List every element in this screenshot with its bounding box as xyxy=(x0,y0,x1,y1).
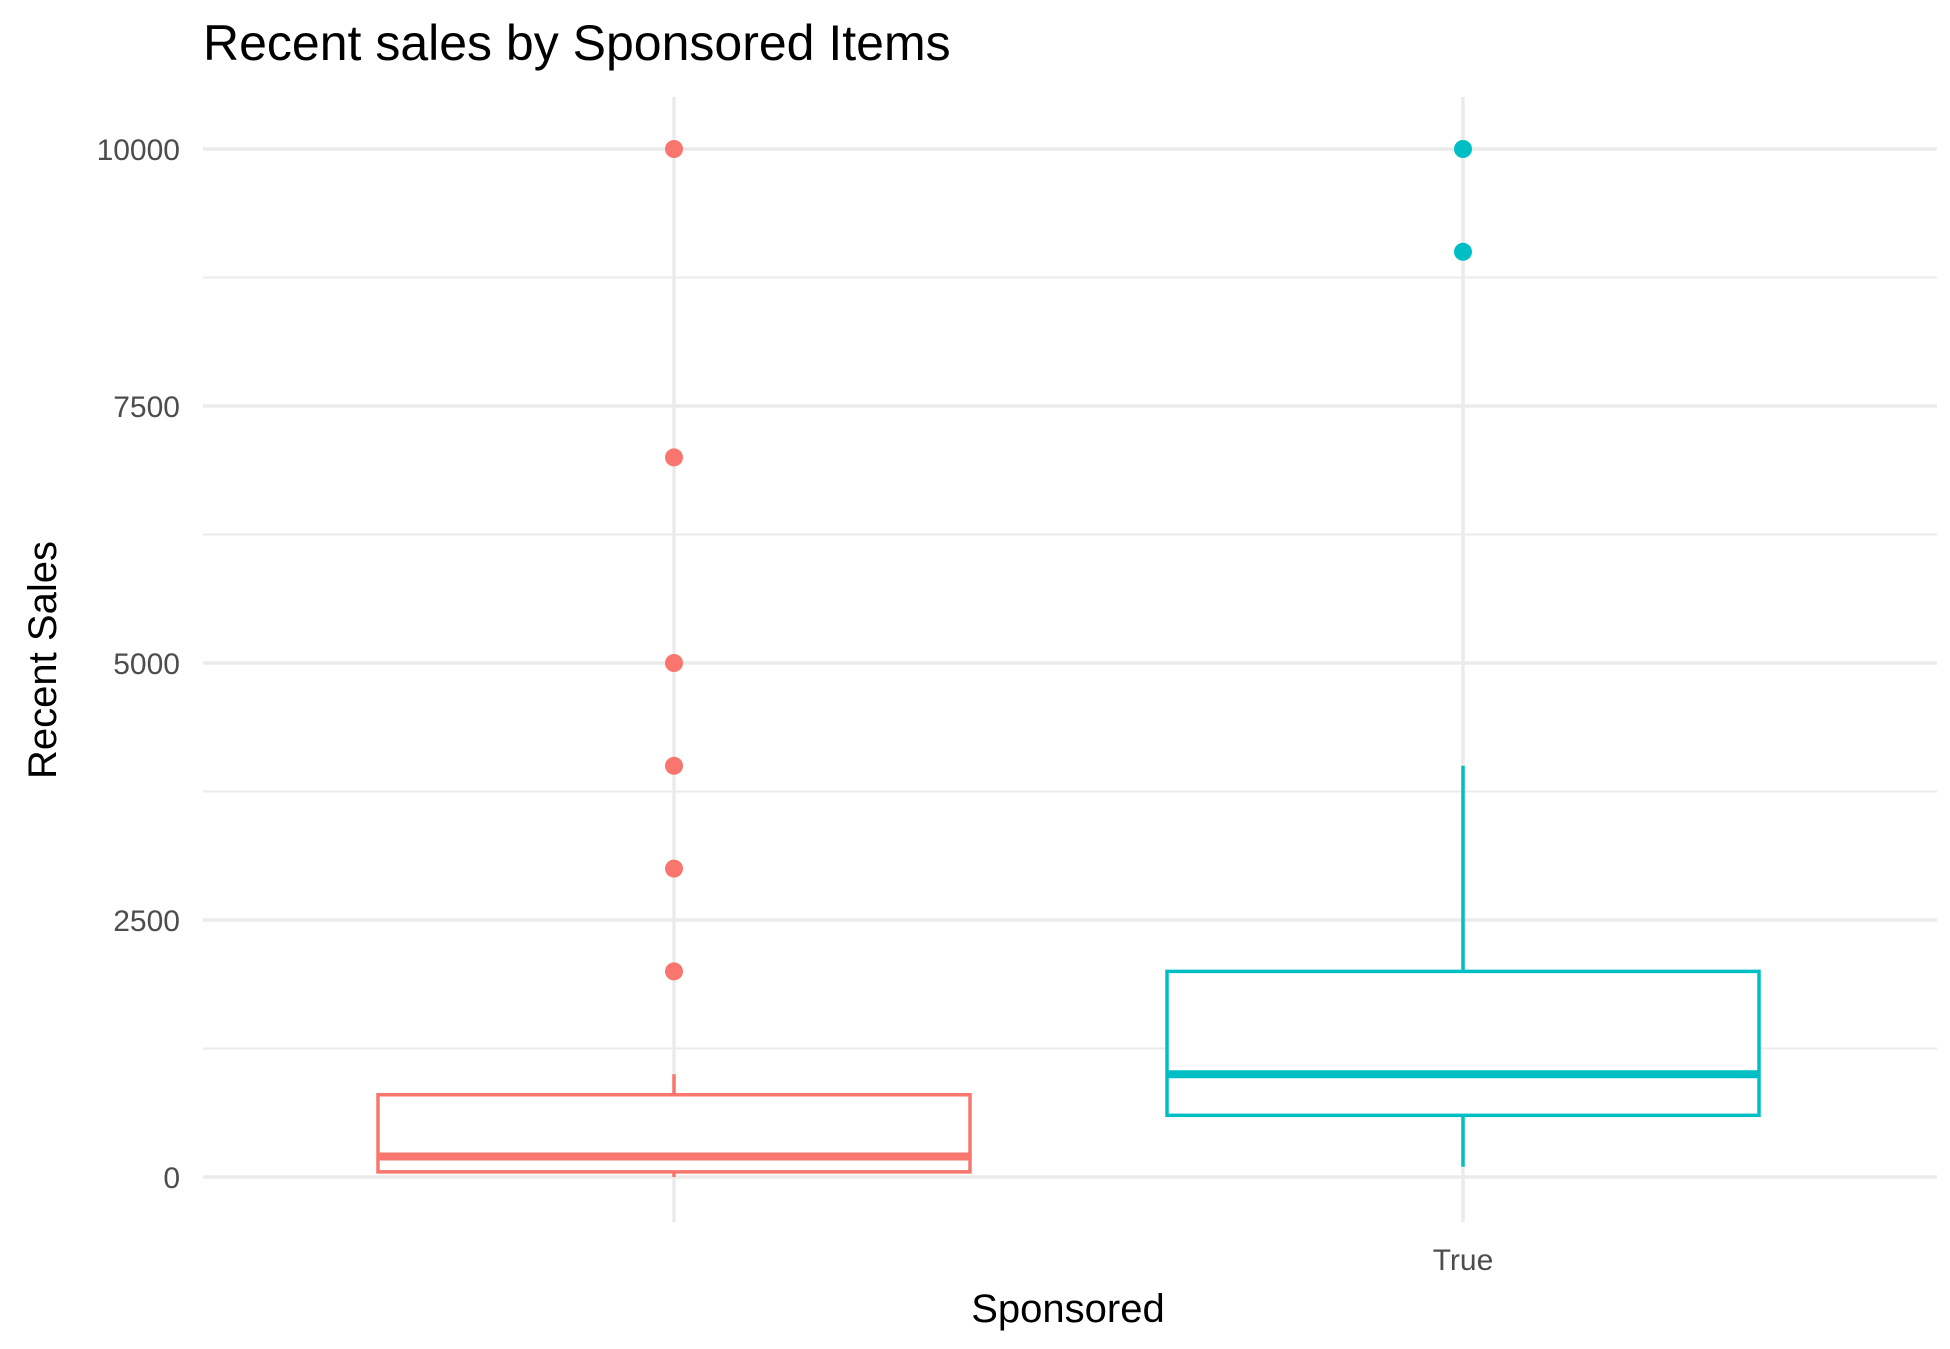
boxes xyxy=(376,140,1761,1177)
x-tick-label: True xyxy=(1433,1244,1494,1277)
y-axis-ticks: 0 2500 5000 7500 10000 xyxy=(97,134,180,1195)
y-tick-label: 2500 xyxy=(113,905,180,938)
outlier-point xyxy=(665,756,683,775)
box-group xyxy=(376,140,972,1177)
outlier-point xyxy=(665,448,683,467)
y-tick-label: 0 xyxy=(163,1162,180,1195)
outlier-point xyxy=(1454,140,1472,158)
y-tick-label: 5000 xyxy=(113,648,180,681)
box-group xyxy=(1165,140,1761,1167)
x-axis-ticks: True xyxy=(1433,1244,1494,1277)
outlier-point xyxy=(665,654,683,672)
x-axis-title: Sponsored xyxy=(971,1287,1164,1331)
outlier-point xyxy=(665,962,683,981)
outlier-point xyxy=(1454,242,1472,261)
outlier-point xyxy=(665,859,683,878)
y-tick-label: 7500 xyxy=(113,391,180,424)
y-axis-title: Recent Sales xyxy=(21,541,65,779)
chart-title: Recent sales by Sponsored Items xyxy=(203,15,951,71)
grid-lines xyxy=(203,97,1937,1222)
box-rect xyxy=(1165,969,1761,1118)
outlier-point xyxy=(665,140,683,158)
y-tick-label: 10000 xyxy=(97,134,180,167)
